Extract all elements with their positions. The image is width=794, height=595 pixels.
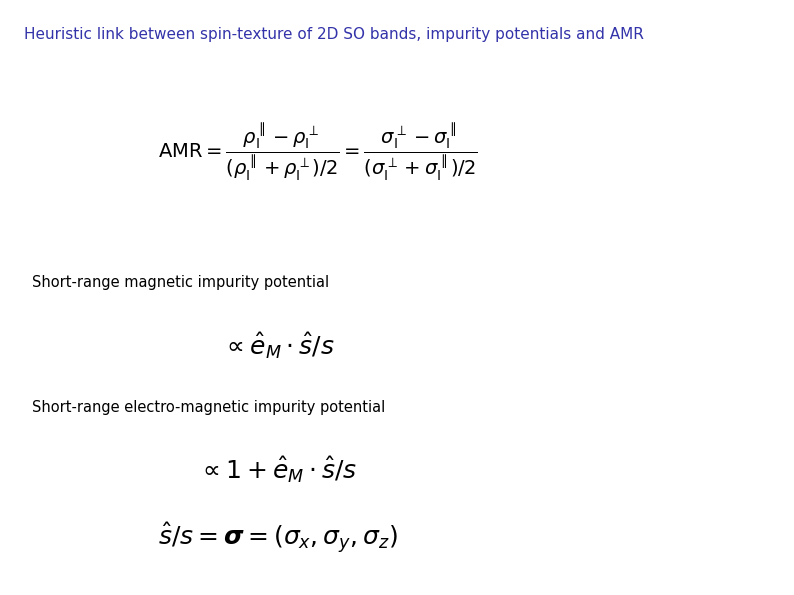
Text: Heuristic link between spin-texture of 2D SO bands, impurity potentials and AMR: Heuristic link between spin-texture of 2… [24,27,644,42]
Text: $\propto \hat{e}_M \cdot \hat{s}/s$: $\propto \hat{e}_M \cdot \hat{s}/s$ [222,330,334,361]
Text: $\mathrm{AMR} = \dfrac{\rho_{\mathrm{I}}^{\parallel} - \rho_{\mathrm{I}}^{\perp}: $\mathrm{AMR} = \dfrac{\rho_{\mathrm{I}}… [158,121,477,183]
Text: $\hat{s}/s = \boldsymbol{\sigma} = (\sigma_x, \sigma_y, \sigma_z)$: $\hat{s}/s = \boldsymbol{\sigma} = (\sig… [158,521,398,556]
Text: Short-range electro-magnetic impurity potential: Short-range electro-magnetic impurity po… [32,400,385,415]
Text: Short-range magnetic impurity potential: Short-range magnetic impurity potential [32,275,329,290]
Text: $\propto 1 + \hat{e}_M \cdot \hat{s}/s$: $\propto 1 + \hat{e}_M \cdot \hat{s}/s$ [198,455,357,486]
